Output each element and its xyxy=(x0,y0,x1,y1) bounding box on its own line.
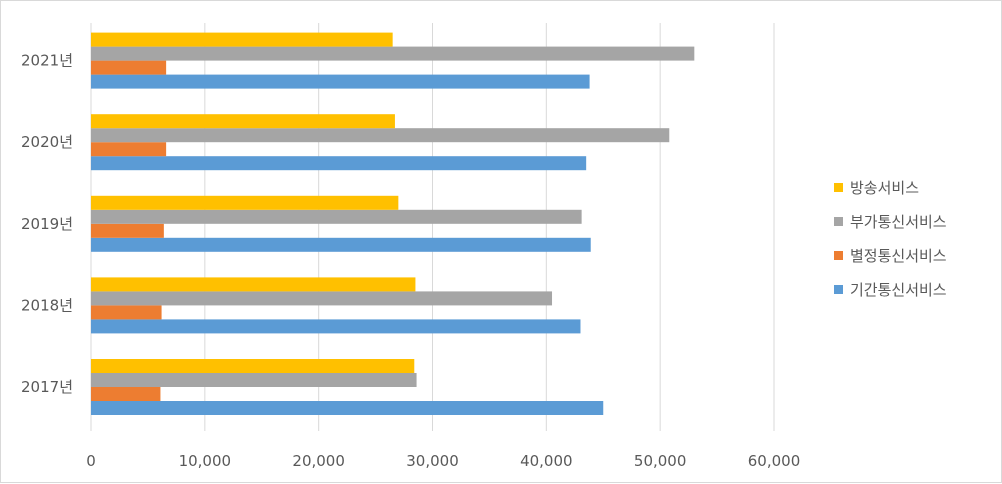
bar xyxy=(91,156,587,171)
legend-swatch xyxy=(834,285,843,294)
legend-label: 부가통신서비스 xyxy=(850,213,947,231)
bar xyxy=(91,114,395,129)
bar xyxy=(91,373,417,387)
bar xyxy=(91,319,581,334)
bar xyxy=(91,387,161,401)
bar xyxy=(91,237,591,252)
x-tick-label: 20,000 xyxy=(292,452,345,470)
y-category-label: 2020년 xyxy=(21,133,73,151)
bar xyxy=(91,223,164,238)
legend-swatch xyxy=(834,183,843,192)
x-tick-label: 10,000 xyxy=(179,452,232,470)
bar xyxy=(91,74,590,89)
y-axis-categories: 2017년 2018년 2019년 2020년 2021년 xyxy=(21,52,73,396)
bar xyxy=(91,291,553,306)
gridlines xyxy=(90,23,775,431)
bar xyxy=(91,277,416,292)
bar xyxy=(91,209,582,224)
y-category-label: 2018년 xyxy=(21,296,73,314)
legend-label: 기간통신서비스 xyxy=(850,281,947,299)
bar xyxy=(91,401,604,415)
x-tick-label: 40,000 xyxy=(520,452,573,470)
legend-swatch xyxy=(834,217,843,226)
x-tick-label: 50,000 xyxy=(634,452,687,470)
legend-swatch xyxy=(834,251,843,260)
x-axis-ticks: 0 10,000 20,000 30,000 40,000 50,000 60,000 xyxy=(86,452,800,470)
legend-label: 별정통신서비스 xyxy=(850,247,947,265)
bar xyxy=(91,305,162,320)
y-category-label: 2019년 xyxy=(21,215,73,233)
x-tick-label: 0 xyxy=(86,452,96,470)
bar xyxy=(91,32,393,47)
bar xyxy=(91,60,167,75)
bar xyxy=(91,142,167,157)
bars xyxy=(91,32,695,415)
x-tick-label: 30,000 xyxy=(406,452,459,470)
bar xyxy=(91,46,695,61)
y-category-label: 2021년 xyxy=(21,52,73,70)
x-tick-label: 60,000 xyxy=(748,452,801,470)
legend-label: 방송서비스 xyxy=(850,179,919,197)
bar xyxy=(91,128,670,143)
bar xyxy=(91,359,415,373)
bar xyxy=(91,195,399,210)
y-category-label: 2017년 xyxy=(21,378,73,396)
